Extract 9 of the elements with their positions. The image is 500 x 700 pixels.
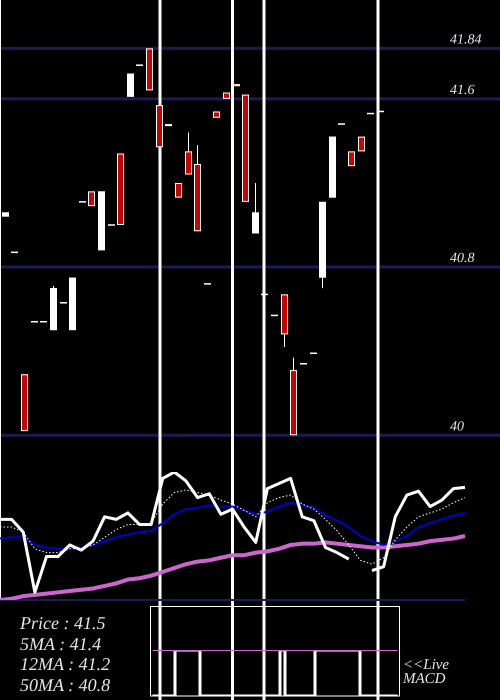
y-tick-label: 41.6: [450, 82, 474, 98]
text: <<Live MACD: [403, 657, 450, 687]
y-tick-label: 40: [450, 419, 464, 434]
y-tick-label: 40.8: [450, 251, 474, 266]
text: 50MA : 40.8: [20, 674, 110, 695]
y-tick-label: 41.84: [450, 32, 482, 48]
text: 5MA : 41.4: [20, 634, 102, 654]
text: 12MA : 41.2: [20, 654, 110, 674]
text: Price : 41.5: [20, 613, 106, 634]
